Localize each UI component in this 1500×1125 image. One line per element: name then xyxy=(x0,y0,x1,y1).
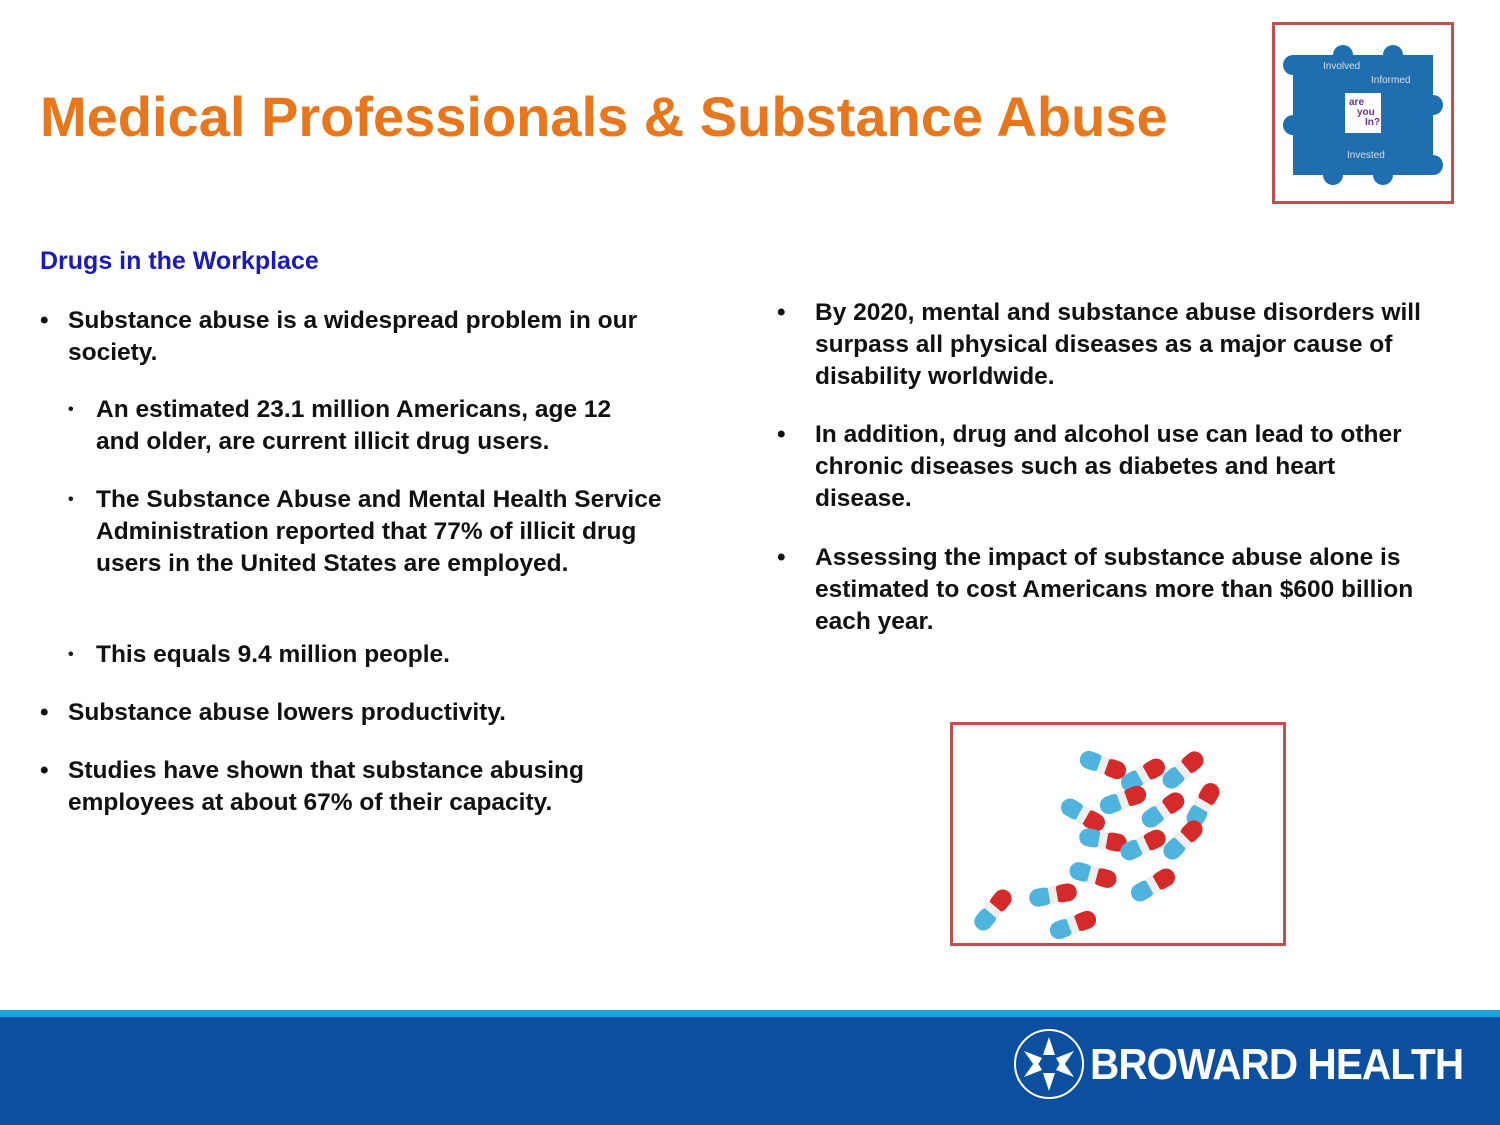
footer-bar xyxy=(0,1017,1500,1125)
svg-text:you: you xyxy=(1357,107,1375,118)
capsules-image xyxy=(950,722,1286,946)
capsule xyxy=(1079,750,1127,780)
capsule xyxy=(1061,798,1105,832)
brand-name: BROWARD HEALTH xyxy=(1090,1040,1464,1089)
capsule xyxy=(1069,862,1117,888)
bullet-item: • Substance abuse is a widespread problem… xyxy=(40,307,638,366)
broward-star-logo-icon xyxy=(1012,1027,1086,1101)
section-subheading: Drugs in the Workplace xyxy=(40,247,319,275)
svg-text:are: are xyxy=(1349,97,1364,108)
capsule xyxy=(1049,910,1097,940)
bullet-item: • In addition, drug and alcohol use can l… xyxy=(777,421,1402,512)
footer-accent-line xyxy=(0,1010,1500,1017)
slide-title: Medical Professionals & Substance Abuse xyxy=(40,85,1168,148)
capsule xyxy=(1162,751,1204,789)
capsule xyxy=(1120,829,1166,861)
svg-text:Informed: Informed xyxy=(1371,75,1410,86)
sub-bullet-item: • The Substance Abuse and Mental Health S… xyxy=(68,486,662,577)
puzzle-image: Involved Informed are you In? Invested xyxy=(1272,22,1454,204)
sub-bullet-item: • An estimated 23.1 million Americans, ag… xyxy=(68,396,612,455)
capsule xyxy=(974,889,1012,931)
bullet-item: • Studies have shown that substance abusi… xyxy=(40,757,584,816)
bullet-item: • Substance abuse lowers productivity. xyxy=(40,699,506,726)
puzzle-word-involved: Involved xyxy=(1323,61,1360,72)
bullet-item: • By 2020, mental and substance abuse dis… xyxy=(777,299,1421,390)
svg-text:In?: In? xyxy=(1365,117,1380,128)
sub-bullet-item: • This equals 9.4 million people. xyxy=(68,641,450,668)
capsule xyxy=(1099,785,1147,815)
svg-text:Invested: Invested xyxy=(1347,150,1385,161)
capsule xyxy=(1079,828,1127,852)
capsule xyxy=(1141,792,1185,828)
capsule xyxy=(1029,883,1077,907)
bullet-item: • Assessing the impact of substance abuse… xyxy=(777,544,1414,635)
capsule xyxy=(1163,820,1203,860)
capsule xyxy=(1131,868,1175,902)
